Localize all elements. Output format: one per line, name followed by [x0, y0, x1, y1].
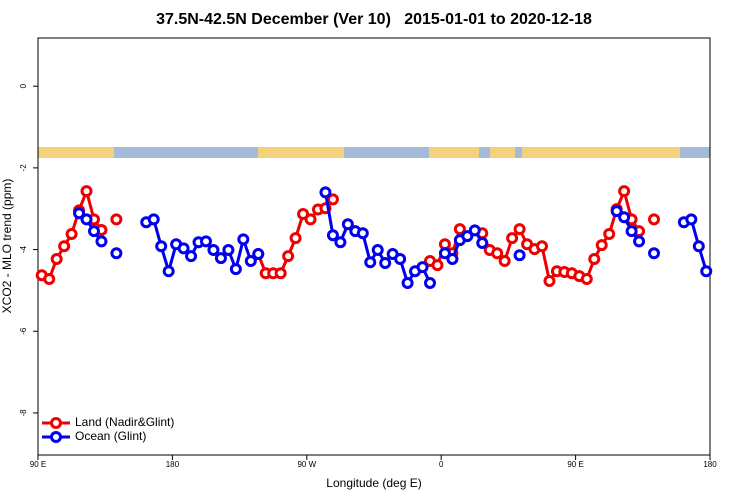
point	[595, 239, 608, 252]
x-tick-label: 90 W	[297, 460, 316, 469]
point	[214, 252, 227, 265]
point	[431, 259, 444, 272]
point	[618, 185, 631, 198]
y-tick-label: -4	[19, 245, 28, 253]
point	[364, 256, 377, 269]
x-tick-label: 90 E	[30, 460, 46, 469]
point	[110, 213, 123, 226]
legend-label: Land (Nadir&Glint)	[75, 415, 174, 429]
point	[65, 228, 78, 241]
point	[424, 277, 436, 290]
point	[394, 252, 407, 265]
y-tick-label: -8	[19, 409, 28, 417]
point	[438, 247, 451, 260]
point	[207, 243, 220, 256]
chart-title: 37.5N-42.5N December (Ver 10) 2015-01-01…	[156, 11, 592, 28]
point	[110, 247, 123, 260]
point	[648, 247, 660, 260]
point	[162, 265, 175, 278]
point	[461, 230, 474, 243]
point	[603, 228, 616, 241]
point	[625, 225, 638, 238]
point	[453, 223, 466, 236]
map-strip	[38, 147, 710, 158]
point	[491, 247, 504, 260]
x-axis-label: Longitude (deg E)	[326, 476, 421, 490]
legend-swatch-marker	[50, 431, 62, 443]
y-tick-label: -6	[19, 327, 28, 335]
point	[304, 213, 317, 226]
point	[543, 275, 556, 288]
point	[50, 252, 63, 265]
point	[282, 250, 295, 263]
point	[88, 225, 100, 238]
point	[155, 240, 168, 253]
point	[244, 254, 257, 267]
point	[297, 208, 310, 221]
point	[580, 272, 593, 285]
x-tick-label: 180	[166, 460, 180, 469]
point	[498, 254, 511, 267]
point	[536, 240, 548, 253]
point	[700, 265, 713, 278]
point	[229, 263, 242, 276]
point	[685, 213, 698, 226]
legend-swatch-marker	[50, 417, 62, 429]
point	[610, 205, 623, 218]
point	[80, 185, 93, 198]
point	[379, 257, 392, 270]
y-tick-label: 0	[19, 83, 28, 88]
point	[289, 232, 302, 245]
x-tick-label: 0	[439, 460, 444, 469]
point	[95, 235, 108, 248]
point	[468, 224, 481, 237]
point	[177, 242, 190, 255]
point	[446, 252, 459, 265]
point	[341, 218, 354, 231]
point	[237, 233, 250, 246]
point	[513, 223, 526, 236]
y-tick-label: -2	[19, 164, 28, 172]
point	[648, 213, 660, 226]
point	[326, 193, 339, 206]
point	[80, 213, 93, 226]
point	[334, 236, 347, 249]
point	[513, 249, 526, 262]
point	[416, 261, 429, 274]
point	[371, 243, 384, 256]
point	[356, 227, 369, 240]
point	[147, 213, 160, 226]
plot-frame	[37, 37, 711, 456]
point	[252, 248, 265, 261]
x-tick-label: 180	[703, 460, 717, 469]
point	[692, 240, 705, 253]
point	[506, 232, 519, 245]
x-tick-label: 90 E	[567, 460, 583, 469]
point	[588, 252, 601, 265]
point	[200, 235, 212, 248]
legend: Land (Nadir&Glint) Ocean (Glint)	[42, 415, 174, 443]
point	[326, 229, 339, 242]
legend-label: Ocean (Glint)	[75, 429, 146, 443]
point	[43, 272, 56, 285]
point	[476, 237, 489, 250]
y-axis-label: XCO2 - MLO trend (ppm)	[0, 179, 14, 314]
point	[185, 250, 198, 263]
point	[618, 211, 631, 224]
point	[401, 277, 414, 290]
point	[274, 267, 287, 280]
point	[73, 207, 86, 220]
point	[633, 235, 646, 248]
point	[58, 240, 71, 253]
point	[222, 243, 235, 256]
point	[319, 186, 332, 199]
